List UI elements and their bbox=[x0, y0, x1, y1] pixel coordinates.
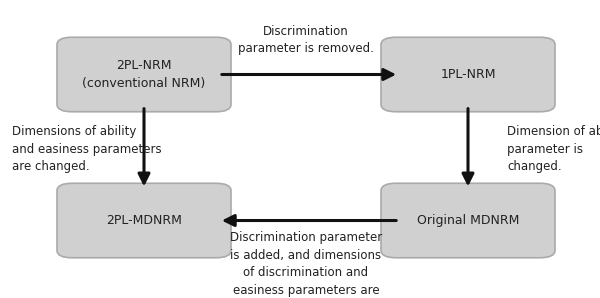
FancyBboxPatch shape bbox=[381, 37, 555, 112]
FancyBboxPatch shape bbox=[381, 183, 555, 258]
Text: Dimensions of ability
and easiness parameters
are changed.: Dimensions of ability and easiness param… bbox=[12, 125, 161, 173]
Text: Dimension of ability
parameter is
changed.: Dimension of ability parameter is change… bbox=[507, 125, 600, 173]
Text: Discrimination
parameter is removed.: Discrimination parameter is removed. bbox=[238, 25, 374, 55]
Text: Original MDNRM: Original MDNRM bbox=[417, 214, 519, 227]
Text: 2PL-NRM
(conventional NRM): 2PL-NRM (conventional NRM) bbox=[82, 59, 206, 90]
FancyBboxPatch shape bbox=[57, 37, 231, 112]
Text: 2PL-MDNRM: 2PL-MDNRM bbox=[106, 214, 182, 227]
FancyBboxPatch shape bbox=[57, 183, 231, 258]
Text: 1PL-NRM: 1PL-NRM bbox=[440, 68, 496, 81]
Text: Discrimination parameter
is added, and dimensions
of discrimination and
easiness: Discrimination parameter is added, and d… bbox=[230, 231, 382, 298]
